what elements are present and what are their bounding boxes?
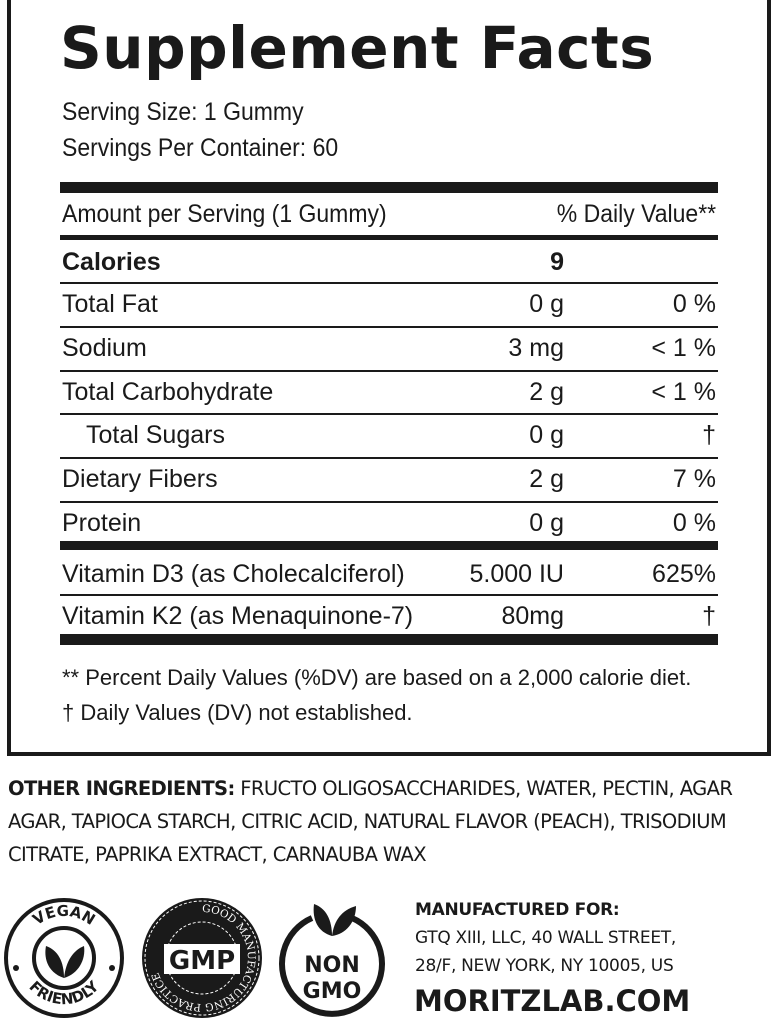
non-gmo-badge-icon: NON GMO — [279, 904, 385, 1017]
manufacturer-address: GTQ XIII, LLC, 40 WALL STREET, — [415, 928, 676, 948]
row-divider — [60, 369, 718, 372]
website-link[interactable]: MORITZLAB.COM — [414, 984, 691, 1018]
divider-thick — [60, 634, 718, 645]
svg-text:FRIENDLY: FRIENDLY — [26, 977, 104, 1009]
nutrient-label: Protein — [62, 509, 142, 537]
servings-per-container: Servings Per Container: 60 — [62, 134, 339, 162]
svg-text:NON: NON — [304, 953, 360, 978]
nutrient-dv: † — [702, 602, 716, 630]
nutrient-dv: 0 % — [672, 290, 716, 318]
nutrient-amount: 0 g — [529, 421, 564, 450]
footnote-dv: ** Percent Daily Values (%DV) are based … — [62, 665, 692, 690]
ingredients-label: OTHER INGREDIENTS: — [8, 777, 235, 800]
other-ingredients: OTHER INGREDIENTS: FRUCTO OLIGOSACCHARID… — [8, 772, 774, 871]
table-row: Total Sugars 0 g † — [62, 413, 716, 457]
svg-text:GMO: GMO — [303, 979, 362, 1004]
nutrient-dv: 0 % — [672, 509, 716, 537]
table-row: Protein 0 g 0 % — [62, 501, 716, 545]
serving-size: Serving Size: 1 Gummy — [62, 98, 304, 126]
ingredients-text: FRUCTO OLIGOSACCHARIDES, WATER, PECTIN, … — [8, 777, 733, 866]
nutrient-dv: < 1 % — [651, 333, 716, 362]
page-title: Supplement Facts — [60, 14, 655, 82]
divider-thick — [60, 182, 718, 193]
nutrient-label: Vitamin K2 (as Menaquinone-7) — [62, 602, 414, 630]
dv-header: % Daily Value** — [556, 200, 717, 228]
row-divider — [60, 457, 718, 460]
table-row: Vitamin K2 (as Menaquinone-7) 80mg † — [62, 594, 716, 638]
row-divider — [60, 501, 718, 503]
nutrient-amount: 5.000 IU — [469, 560, 564, 588]
table-row: Total Carbohydrate 2 g < 1 % — [62, 370, 716, 414]
supplement-facts-panel — [7, 0, 771, 756]
nutrient-amount: 0 g — [529, 290, 564, 318]
nutrient-amount: 0 g — [529, 509, 564, 537]
nutrient-dv: † — [702, 421, 716, 450]
nutrient-label: Total Fat — [62, 290, 158, 318]
nutrient-label: Total Carbohydrate — [62, 377, 274, 406]
nutrient-amount: 80mg — [501, 602, 564, 630]
nutrient-amount: 3 mg — [508, 333, 564, 362]
nutrient-dv: 7 % — [672, 465, 716, 494]
nutrient-label: Total Sugars — [86, 421, 225, 450]
row-divider — [60, 594, 718, 596]
nutrient-label: Sodium — [62, 333, 147, 362]
calories-label: Calories — [62, 248, 161, 276]
amount-header: Amount per Serving (1 Gummy) — [62, 200, 387, 228]
gmp-badge-icon: GOOD MANUFACTURING PRACTICE GMP — [142, 898, 262, 1018]
nutrient-dv: 625% — [652, 560, 716, 588]
nutrient-label: Vitamin D3 (as Cholecalciferol) — [62, 560, 405, 588]
table-row: Dietary Fibers 2 g 7 % — [62, 457, 716, 501]
table-row: Sodium 3 mg < 1 % — [62, 326, 716, 370]
row-divider — [60, 325, 718, 328]
nutrient-label: Dietary Fibers — [62, 465, 218, 494]
vegan-friendly-badge-icon: VEGAN FRIENDLY — [4, 898, 124, 1018]
manufacturer-address: 28/F, NEW YORK, NY 10005, US — [415, 956, 674, 976]
row-divider — [60, 413, 718, 416]
row-divider — [60, 282, 718, 284]
table-row: Vitamin D3 (as Cholecalciferol) 5.000 IU… — [62, 552, 716, 596]
manufacturer-heading: MANUFACTURED FOR: — [415, 900, 620, 920]
nutrient-dv: < 1 % — [651, 377, 716, 406]
nutrient-amount: 2 g — [529, 465, 564, 494]
table-row: Total Fat 0 g 0 % — [62, 282, 716, 326]
table-header: Amount per Serving (1 Gummy) % Daily Val… — [62, 192, 716, 236]
calories-row: Calories 9 — [62, 240, 716, 284]
calories-amount: 9 — [550, 248, 564, 276]
divider-medium — [60, 235, 718, 240]
nutrient-amount: 2 g — [529, 377, 564, 406]
svg-text:GMP: GMP — [169, 946, 235, 976]
divider-thick — [60, 541, 718, 550]
footnote-dagger: † Daily Values (DV) not established. — [62, 700, 413, 725]
